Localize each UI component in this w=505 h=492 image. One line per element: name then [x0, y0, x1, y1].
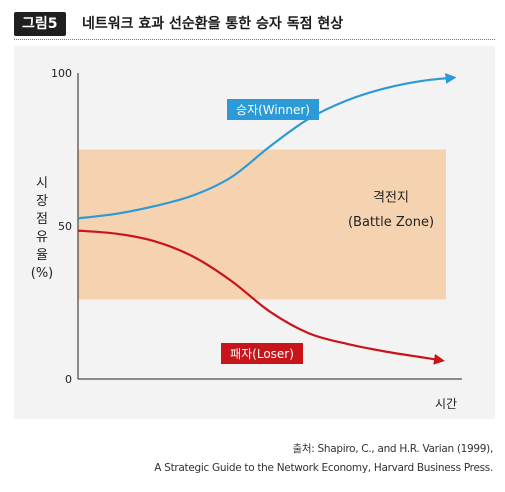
y-axis-label-char: 유 [36, 230, 48, 245]
y-tick-labels: 0 50 100 [51, 67, 72, 386]
loser-legend-tag: 패자(Loser) [221, 343, 303, 364]
winner-series-line [77, 72, 457, 220]
figure-title: 네트워크 효과 선순환을 통한 승자 독점 현상 [82, 16, 344, 32]
loser-tag-label: 패자(Loser) [230, 347, 294, 361]
y-tick-label: 100 [51, 67, 72, 80]
figure-badge: 그림5 [14, 12, 66, 36]
loser-series-line [77, 229, 445, 365]
figure-header: 그림5 네트워크 효과 선순환을 통한 승자 독점 현상 [14, 12, 495, 38]
chart-panel: 격전지 (Battle Zone) 0 50 100 시 장 점 유 율 (%) 시간 승자(… [14, 46, 495, 419]
x-axis-label: 시간 [435, 397, 457, 411]
y-axis-label-char: 장 [36, 194, 48, 209]
y-axis-label-char: 시 [36, 176, 48, 191]
battle-zone-label-korean: 격전지 [373, 191, 409, 206]
y-axis-label-char: 율 [36, 248, 48, 263]
loser-tag-background [221, 343, 303, 364]
source-citation-line2: A Strategic Guide to the Network Economy… [154, 462, 493, 474]
y-tick-label: 0 [65, 373, 72, 386]
winner-legend-tag: 승자(Winner) [227, 99, 319, 120]
winner-tag-background [227, 99, 319, 120]
winner-tag-label: 승자(Winner) [236, 103, 310, 117]
battle-zone-band [78, 149, 446, 300]
y-tick-label: 50 [58, 220, 72, 233]
source-citation-line1: 출처: Shapiro, C., and H.R. Varian (1999), [292, 443, 493, 455]
y-axis-label-char: (%) [31, 266, 54, 281]
header-divider [14, 39, 495, 40]
y-axis-label-char: 점 [36, 212, 48, 227]
battle-zone-label-english: (Battle Zone) [348, 215, 434, 230]
